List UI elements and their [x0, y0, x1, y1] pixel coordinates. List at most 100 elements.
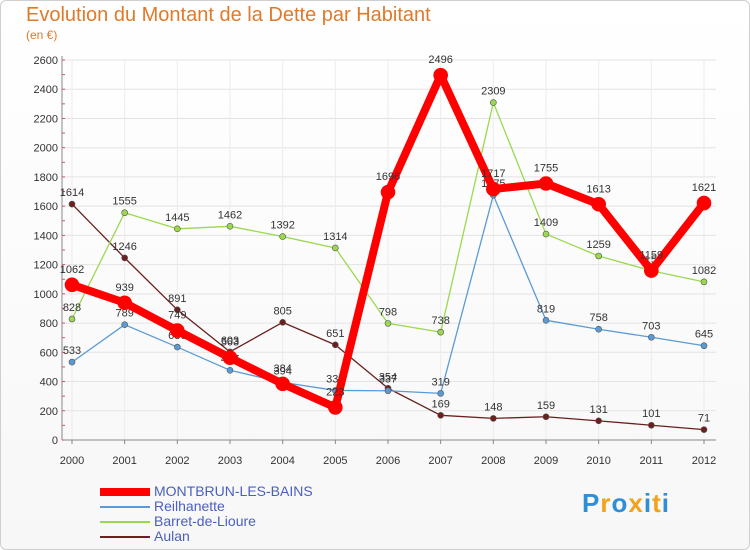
legend-label: Aulan [154, 528, 190, 544]
data-point-aulan [279, 319, 286, 326]
data-label-barret-de-lioure: 1462 [218, 209, 242, 221]
logo-letter: x [628, 488, 644, 518]
x-tick-label: 2006 [376, 455, 400, 467]
x-tick-label: 2000 [60, 455, 84, 467]
data-label-montbrun-les-bains: 1159 [640, 250, 664, 262]
data-point-reilhanette [648, 333, 655, 341]
data-label-reilhanette: 533 [63, 345, 81, 357]
x-tick-label: 2004 [270, 455, 294, 467]
data-point-barret-de-lioure [68, 315, 76, 323]
data-point-aulan [174, 306, 181, 314]
y-tick-label: 0 [52, 435, 58, 447]
data-point-montbrun-les-bains [433, 67, 448, 83]
data-label-reilhanette: 337 [379, 374, 397, 386]
data-label-barret-de-lioure: 1259 [586, 239, 610, 251]
chart-title: Evolution du Montant de la Dette par Hab… [26, 4, 431, 26]
data-point-barret-de-lioure [384, 320, 392, 327]
data-label-reilhanette: 703 [642, 320, 660, 332]
data-label-aulan: 1614 [60, 187, 84, 199]
data-point-reilhanette [384, 387, 392, 395]
data-point-montbrun-les-bains [591, 196, 606, 212]
data-label-montbrun-les-bains: 384 [273, 363, 291, 375]
y-tick-label: 1400 [34, 230, 58, 242]
logo-letter: P [582, 488, 601, 518]
logo-letter: t [652, 488, 662, 518]
proxiti-logo: Proxiti [582, 488, 670, 519]
y-tick-label: 2000 [34, 143, 58, 155]
data-label-montbrun-les-bains: 939 [115, 282, 133, 294]
data-point-montbrun-les-bains [696, 195, 712, 211]
y-tick-label: 1600 [34, 201, 58, 213]
data-label-barret-de-lioure: 1555 [112, 196, 136, 208]
data-point-barret-de-lioure [174, 225, 181, 233]
data-point-reilhanette [542, 316, 550, 324]
logo-letter: i [643, 488, 653, 518]
y-tick-label: 600 [40, 347, 58, 359]
data-label-montbrun-les-bains: 223 [326, 386, 344, 398]
x-tick-label: 2008 [481, 455, 505, 467]
y-tick-label: 400 [40, 377, 58, 389]
legend-label: Barret-de-Lioure [154, 513, 256, 529]
data-label-aulan: 891 [168, 293, 186, 305]
y-tick-label: 2600 [34, 55, 58, 67]
legend-swatch [100, 520, 150, 523]
x-tick-label: 2003 [218, 455, 242, 467]
data-point-barret-de-lioure [542, 230, 550, 238]
data-label-reilhanette: 819 [537, 303, 555, 315]
data-label-aulan: 651 [326, 328, 344, 340]
logo-letter: r [600, 488, 612, 518]
y-tick-label: 2200 [34, 113, 58, 125]
y-tick-label: 1200 [34, 260, 58, 272]
logo-letter: i [661, 488, 670, 518]
y-tick-label: 2400 [34, 84, 58, 96]
data-label-montbrun-les-bains: 1062 [60, 264, 84, 276]
data-label-barret-de-lioure: 798 [379, 306, 397, 318]
data-label-aulan: 131 [589, 404, 607, 416]
data-point-barret-de-lioure [490, 99, 497, 106]
data-point-barret-de-lioure [121, 209, 128, 217]
data-point-reilhanette [595, 325, 602, 333]
data-point-montbrun-les-bains [380, 184, 396, 200]
data-label-aulan: 354 [379, 371, 397, 383]
data-point-reilhanette [121, 321, 128, 328]
data-point-reilhanette [700, 342, 708, 350]
data-label-reilhanette: 758 [589, 312, 607, 324]
data-point-reilhanette [437, 390, 444, 397]
data-point-montbrun-les-bains [222, 350, 238, 366]
data-point-aulan [700, 426, 708, 433]
x-tick-label: 2012 [692, 455, 716, 467]
data-point-barret-de-lioure [437, 328, 444, 336]
data-label-aulan: 159 [537, 400, 555, 412]
data-point-montbrun-les-bains [644, 263, 659, 278]
data-point-aulan [595, 417, 602, 425]
data-label-aulan: 148 [484, 401, 502, 413]
data-point-montbrun-les-bains [486, 181, 501, 197]
x-tick-label: 2010 [586, 455, 610, 467]
legend-label: MONTBRUN-LES-BAINS [154, 483, 313, 499]
data-label-reilhanette: 394 [273, 365, 291, 377]
x-tick-label: 2001 [112, 455, 136, 467]
data-point-reilhanette [226, 366, 234, 374]
legend-swatch [100, 487, 150, 496]
data-label-barret-de-lioure: 1082 [692, 265, 716, 277]
data-point-aulan [490, 415, 497, 422]
data-label-barret-de-lioure: 828 [63, 302, 81, 314]
data-label-montbrun-les-bains: 749 [168, 310, 186, 322]
data-label-barret-de-lioure: 1314 [323, 231, 347, 243]
data-label-barret-de-lioure: 2309 [481, 86, 505, 98]
legend-item: MONTBRUN-LES-BAINS [100, 484, 313, 499]
data-label-reilhanette: 789 [115, 308, 133, 320]
x-tick-label: 2002 [165, 455, 189, 467]
data-label-aulan: 169 [431, 398, 449, 410]
legend-label: Reilhanette [154, 498, 225, 514]
logo-letter: o [611, 488, 629, 518]
legend-swatch [100, 535, 150, 538]
data-label-montbrun-les-bains: 1696 [376, 171, 400, 183]
data-point-reilhanette [174, 343, 181, 351]
data-point-barret-de-lioure [226, 223, 234, 230]
data-point-montbrun-les-bains [328, 400, 343, 415]
data-label-montbrun-les-bains: 563 [221, 337, 239, 349]
data-label-aulan: 1246 [112, 241, 136, 253]
data-point-montbrun-les-bains [64, 277, 80, 293]
